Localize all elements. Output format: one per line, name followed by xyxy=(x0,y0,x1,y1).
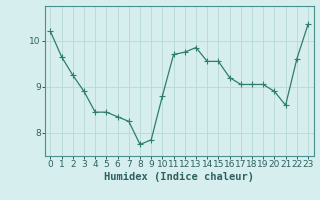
X-axis label: Humidex (Indice chaleur): Humidex (Indice chaleur) xyxy=(104,172,254,182)
